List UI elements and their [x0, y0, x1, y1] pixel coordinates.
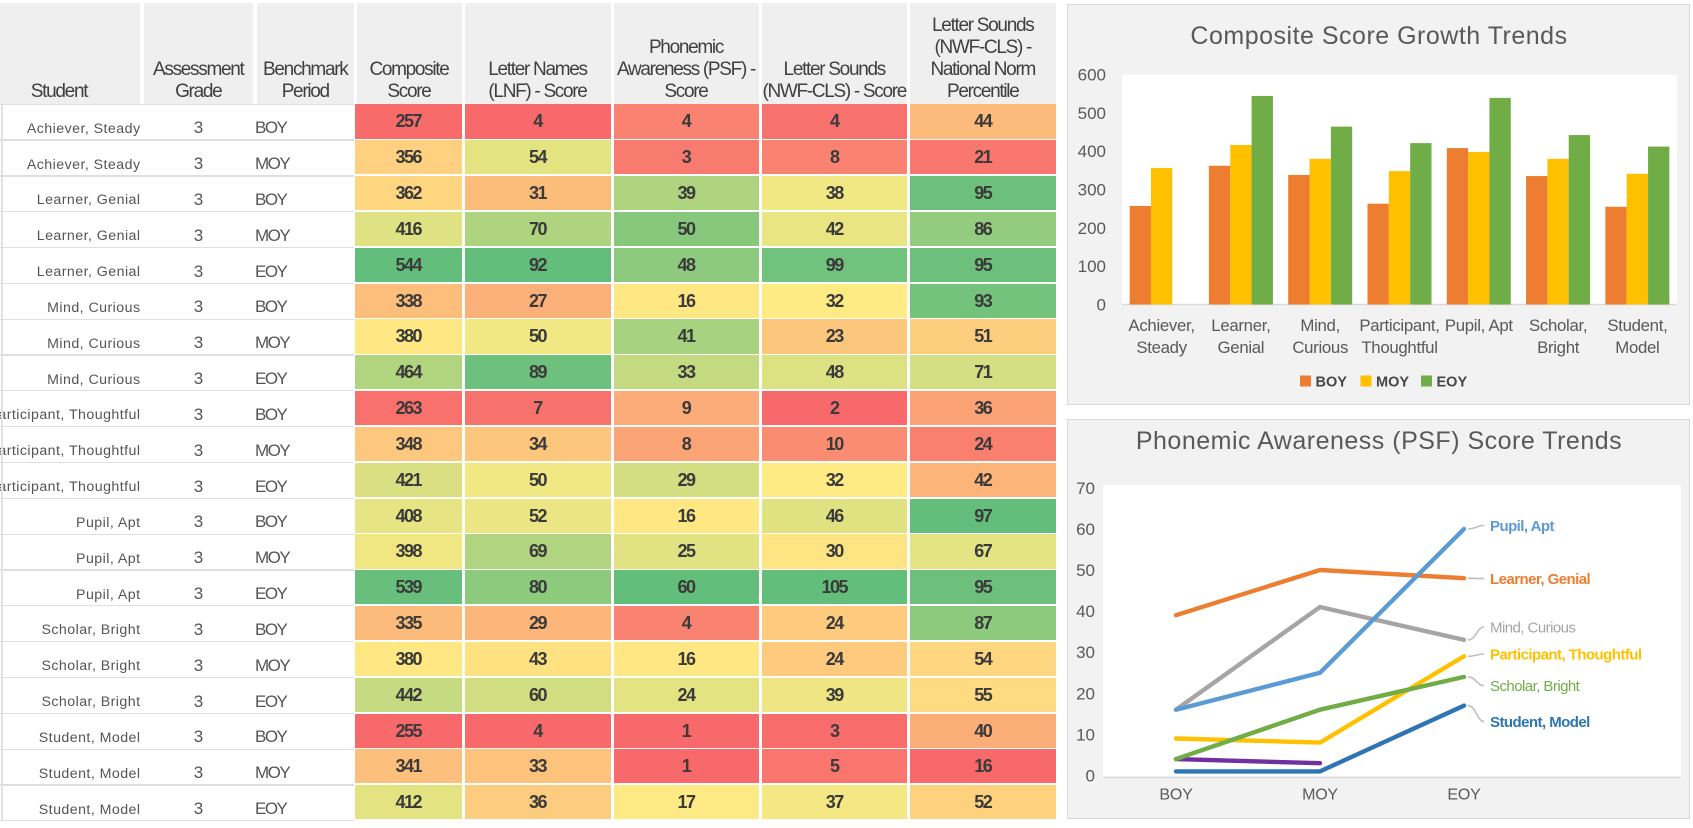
svg-text:0: 0: [1086, 767, 1095, 786]
svg-text:10: 10: [1076, 725, 1095, 744]
svg-text:Pupil, Apt: Pupil, Apt: [1490, 518, 1554, 535]
svg-text:20: 20: [1076, 684, 1095, 703]
svg-text:100: 100: [1078, 257, 1106, 276]
svg-text:200: 200: [1078, 219, 1106, 238]
svg-text:30: 30: [1076, 643, 1095, 662]
svg-text:40: 40: [1076, 602, 1095, 621]
svg-text:Scholar,: Scholar,: [1529, 316, 1587, 335]
svg-text:60: 60: [1076, 520, 1095, 539]
svg-text:50: 50: [1076, 561, 1095, 580]
svg-text:BOY: BOY: [1316, 375, 1348, 391]
svg-text:EOY: EOY: [1437, 375, 1468, 391]
svg-text:Pupil, Apt: Pupil, Apt: [1445, 316, 1514, 335]
svg-text:Student,: Student,: [1607, 316, 1667, 335]
svg-text:600: 600: [1078, 66, 1106, 85]
svg-text:Mind,: Mind,: [1300, 316, 1340, 335]
svg-text:EOY: EOY: [1447, 787, 1481, 804]
svg-text:MOY: MOY: [1376, 375, 1409, 391]
svg-text:Steady: Steady: [1136, 338, 1187, 357]
svg-text:Learner, Genial: Learner, Genial: [1490, 571, 1591, 588]
svg-text:Achiever,: Achiever,: [1128, 316, 1194, 335]
svg-text:70: 70: [1076, 479, 1095, 498]
svg-text:Genial: Genial: [1218, 338, 1265, 357]
svg-text:Bright: Bright: [1537, 338, 1580, 357]
svg-text:Phonemic Awareness (PSF) Score: Phonemic Awareness (PSF) Score Trends: [1136, 427, 1622, 455]
svg-text:Student, Model: Student, Model: [1490, 714, 1590, 731]
svg-text:Participant,: Participant,: [1359, 316, 1439, 335]
svg-text:0: 0: [1097, 296, 1106, 315]
svg-text:Curious: Curious: [1292, 338, 1348, 357]
svg-text:Learner,: Learner,: [1211, 316, 1270, 335]
svg-text:Model: Model: [1615, 338, 1659, 357]
svg-text:BOY: BOY: [1159, 787, 1193, 804]
svg-text:400: 400: [1078, 142, 1106, 161]
svg-text:500: 500: [1078, 104, 1106, 123]
svg-text:Scholar, Bright: Scholar, Bright: [1490, 678, 1581, 695]
svg-text:Thoughtful: Thoughtful: [1361, 338, 1437, 357]
svg-text:MOY: MOY: [1302, 787, 1338, 804]
svg-text:Participant, Thoughtful: Participant, Thoughtful: [1490, 647, 1642, 664]
svg-text:300: 300: [1078, 181, 1106, 200]
svg-text:Composite Score Growth Trends: Composite Score Growth Trends: [1190, 22, 1567, 50]
svg-text:Mind, Curious: Mind, Curious: [1490, 620, 1575, 637]
